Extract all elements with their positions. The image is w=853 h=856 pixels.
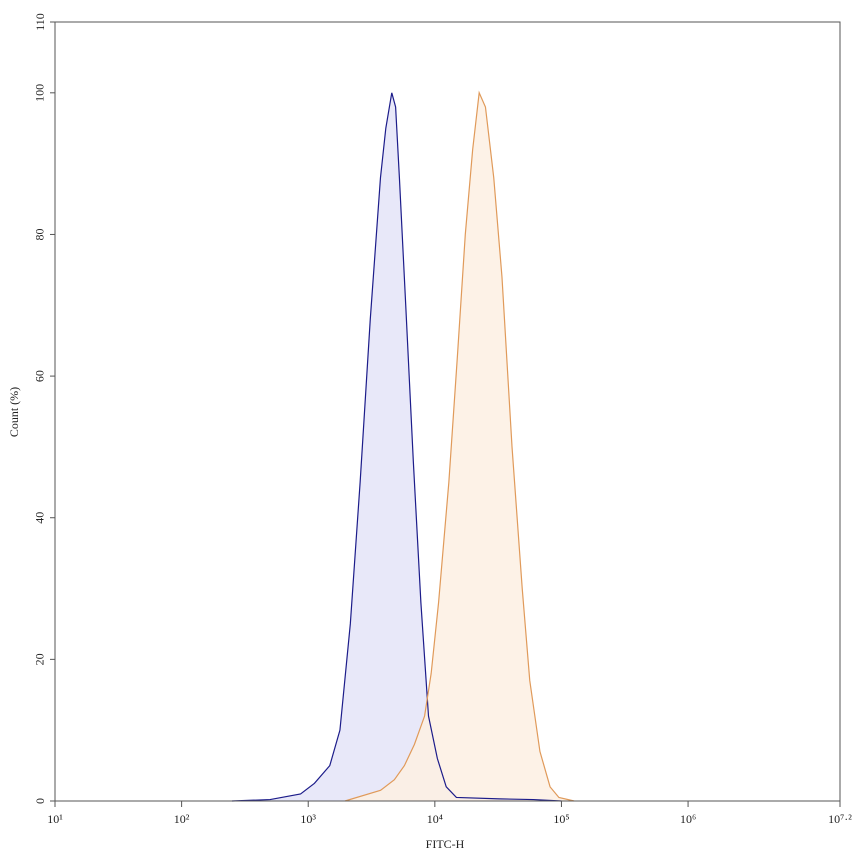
x-tick-label: 10⁵ [553, 812, 569, 826]
x-tick-label: 10⁶ [680, 812, 696, 826]
y-tick-label: 20 [33, 653, 47, 665]
area-fill [231, 92, 562, 802]
x-tick-label: 10² [174, 812, 190, 826]
area-fill [344, 92, 575, 802]
y-tick-label: 110 [33, 13, 47, 31]
histogram-line [344, 90, 575, 802]
x-tick-label: 10⁴ [427, 812, 443, 826]
histogram-line [231, 92, 562, 802]
x-tick-label: 10³ [300, 812, 316, 826]
y-tick-label: 40 [33, 512, 47, 524]
x-tick-label: 10⁷·² [828, 812, 852, 826]
y-tick-label: 0 [33, 798, 47, 804]
y-axis-title: Count (%) [7, 387, 21, 437]
y-tick-label: 80 [33, 228, 47, 240]
x-tick-label: 10¹ [47, 812, 63, 826]
y-tick-label: 100 [33, 84, 47, 102]
y-tick-label: 60 [33, 370, 47, 382]
x-axis-title: FITC-H [426, 837, 465, 851]
plot-frame [54, 21, 841, 802]
